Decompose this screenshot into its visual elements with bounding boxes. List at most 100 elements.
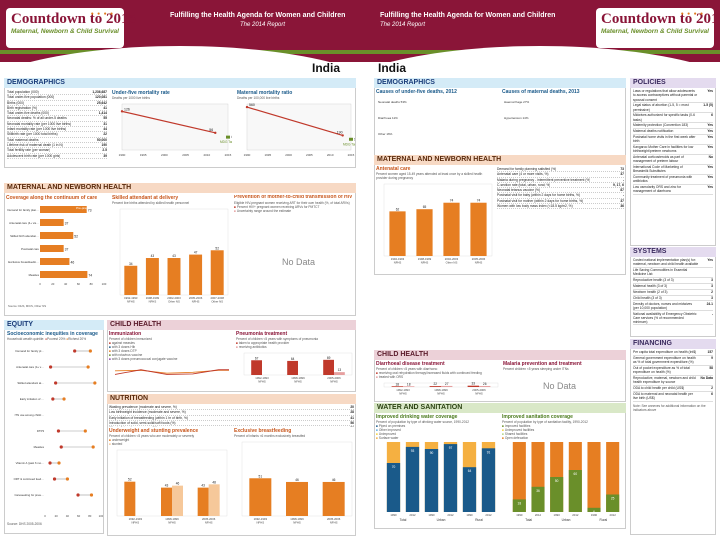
bar: [40, 206, 87, 213]
imm-chart: 199019952000200520102012: [114, 369, 229, 375]
bar: [287, 360, 298, 375]
data-label: 560: [249, 103, 255, 107]
pmtct-legend-2: ■ Uncertainty range around the estimate: [234, 208, 292, 213]
x-tick-label: 2000: [161, 153, 168, 157]
diarrhoea-panel: Diarrhoeal disease treatment Percent of …: [376, 361, 500, 401]
bar-value-label: 74: [88, 274, 92, 278]
san-legend-item: ■ Unimproved facilities: [502, 428, 624, 432]
systems-row-value: -: [711, 311, 713, 316]
data-label: 140: [354, 137, 355, 141]
richest-point: [83, 429, 87, 433]
mnh-row-label: C-section rate (total, urban, rural; %): [497, 182, 551, 187]
policy-row: Antenatal corticosteroids as part of man…: [633, 155, 713, 165]
demographics-row-label: Infant mortality rate (per 1000 live bir…: [7, 127, 67, 132]
section-title: NUTRITION: [107, 394, 356, 404]
bar: [334, 372, 345, 375]
systems-row-value: 2: [711, 290, 713, 295]
policy-row-value: Yes: [707, 165, 713, 170]
report-title: Fulfilling the Health Agenda for Women a…: [170, 12, 346, 19]
bar-segment: [568, 470, 582, 512]
x-tick-label: 1998-1999: [434, 388, 448, 392]
pneumonia-panel: Pneumonia treatment Percent of children …: [236, 331, 354, 391]
bar: [443, 202, 460, 256]
bar: [416, 209, 433, 256]
x-tick-label: 1998-1999: [165, 517, 179, 521]
x-tick-label: NFHS: [475, 261, 483, 265]
x-tick-label: NFHS: [421, 261, 429, 265]
x-tick-label: NFHS: [399, 392, 407, 396]
demographics-row: Birth registration (%) 41: [7, 106, 107, 112]
section-title: DEMOGRAPHICS: [4, 78, 356, 88]
systems-row-value: 3: [711, 284, 713, 289]
bar-value-label: 52: [128, 478, 132, 482]
wash-section: WATER AND SANITATION Improved drinking w…: [374, 403, 626, 529]
bar-value-label: 34: [129, 262, 133, 266]
poorest-point: [51, 397, 55, 401]
demographics-row-label: Neonatal mortality rate (per 1000 live b…: [7, 121, 72, 126]
x-tick-label: 2012: [409, 513, 416, 517]
x-tick-label: NFHS: [330, 521, 338, 525]
san-legend: ■ Improved facilities ■ Unimproved facili…: [502, 424, 624, 440]
bar-segment: [481, 448, 496, 512]
ebf-subtitle: Percent of infants <6 months exclusively…: [234, 434, 306, 438]
imm-legend-item: ■ with 3 doses Hib: [109, 345, 233, 349]
bar-value-label: 46: [70, 261, 74, 265]
policy-row-value: Yes: [707, 145, 713, 150]
mnh-table: Demand for family planning satisfied (%)…: [497, 167, 624, 273]
bar-segment: [386, 463, 401, 512]
poorest-label: Poorest 20%: [47, 337, 66, 341]
bar-value-label: 25: [611, 497, 615, 501]
financing-row-label: General government expenditure on health…: [633, 356, 696, 365]
mnh-row-label: Postnatal visit for baby (within 2 days …: [497, 193, 581, 198]
x-tick-label: Other NS: [168, 300, 180, 304]
anc-title: Antenatal care: [376, 166, 411, 172]
demographics-row-value: 31: [103, 121, 107, 126]
anc-subtitle: Percent women aged 15-49 years attended …: [376, 172, 483, 180]
x-tick-label: NFHS: [132, 521, 140, 525]
coverage-chart: 73 Demand for family plan… 37 Antenatal car…: [7, 206, 107, 308]
section-title: WATER AND SANITATION: [374, 403, 626, 413]
policy-row: Maternal deaths notification Yes: [633, 129, 713, 135]
u5mr-panel: Under-five mortality rate Deaths per 100…: [112, 90, 232, 166]
stunting-panel: Underweight and stunting prevalence Perc…: [109, 428, 229, 534]
mnh-row-label: Women with low body mass index (<18.5 kg…: [497, 204, 573, 209]
demographics-row-value: 22: [103, 132, 107, 137]
nutrition-row-value: 41: [350, 415, 354, 420]
bar-value-label: 27: [445, 382, 449, 386]
systems-row: Life Saving Commodities in Essential Med…: [633, 268, 713, 278]
san-subtitle: Percent of population by type of sanitat…: [502, 420, 588, 424]
poorest-point: [52, 477, 57, 481]
stage-label: Neonatal period: [75, 251, 97, 255]
x-tick-label: 1995: [140, 153, 147, 157]
bar-segment: [550, 477, 564, 512]
stunt-legend-1-label: underweight: [111, 438, 130, 442]
bar: [391, 386, 403, 387]
demographics-row: Stillbirth rate (per 1000 total births) 2…: [7, 132, 107, 138]
section-title: EQUITY: [4, 320, 104, 330]
mnh-row-value: 73: [620, 167, 624, 171]
pmtct-title: Prevention of mother-to-child transmissi…: [234, 195, 353, 200]
bar-value-label: 36: [536, 489, 540, 493]
pneu-legend-2-label: receiving antibiotics: [238, 345, 267, 349]
imm-legend-label: against measles: [111, 341, 135, 345]
financing-note: Note: See annexes for additional informa…: [633, 403, 706, 412]
data-point: [214, 131, 217, 135]
mnh-row-label: Neonatal tetanus vaccine (%): [497, 188, 541, 193]
bar: [210, 250, 224, 295]
u5-causes-panel: Causes of under-five deaths, 2012 Neonat…: [376, 89, 500, 159]
plot-area: [246, 103, 352, 151]
bar-value-label: 46: [295, 478, 299, 482]
category-label: ORT & continued feed…: [14, 477, 45, 481]
x-tick-label: 2005: [182, 153, 189, 157]
demographics-row-label: Total population (000): [7, 90, 39, 94]
logo: Countdown to 2015 Maternal, Newborn & Ch…: [6, 8, 136, 48]
san-legend-item: ■ Open defecation: [502, 436, 624, 440]
financing-row: Per capita total expenditure on health (…: [633, 350, 713, 356]
x-tick-label: NFHS: [205, 521, 213, 525]
mat-causes-chart: Haemorrhage 27%Indirect 27%Hypertension …: [502, 95, 530, 120]
series-line: [114, 369, 229, 375]
pmtct-subtitle: Eligible HIV-pregnant women receiving AR…: [234, 200, 350, 205]
water-title: Improved drinking water coverage: [376, 414, 458, 420]
demographics-row-value: 2.5: [102, 148, 107, 153]
